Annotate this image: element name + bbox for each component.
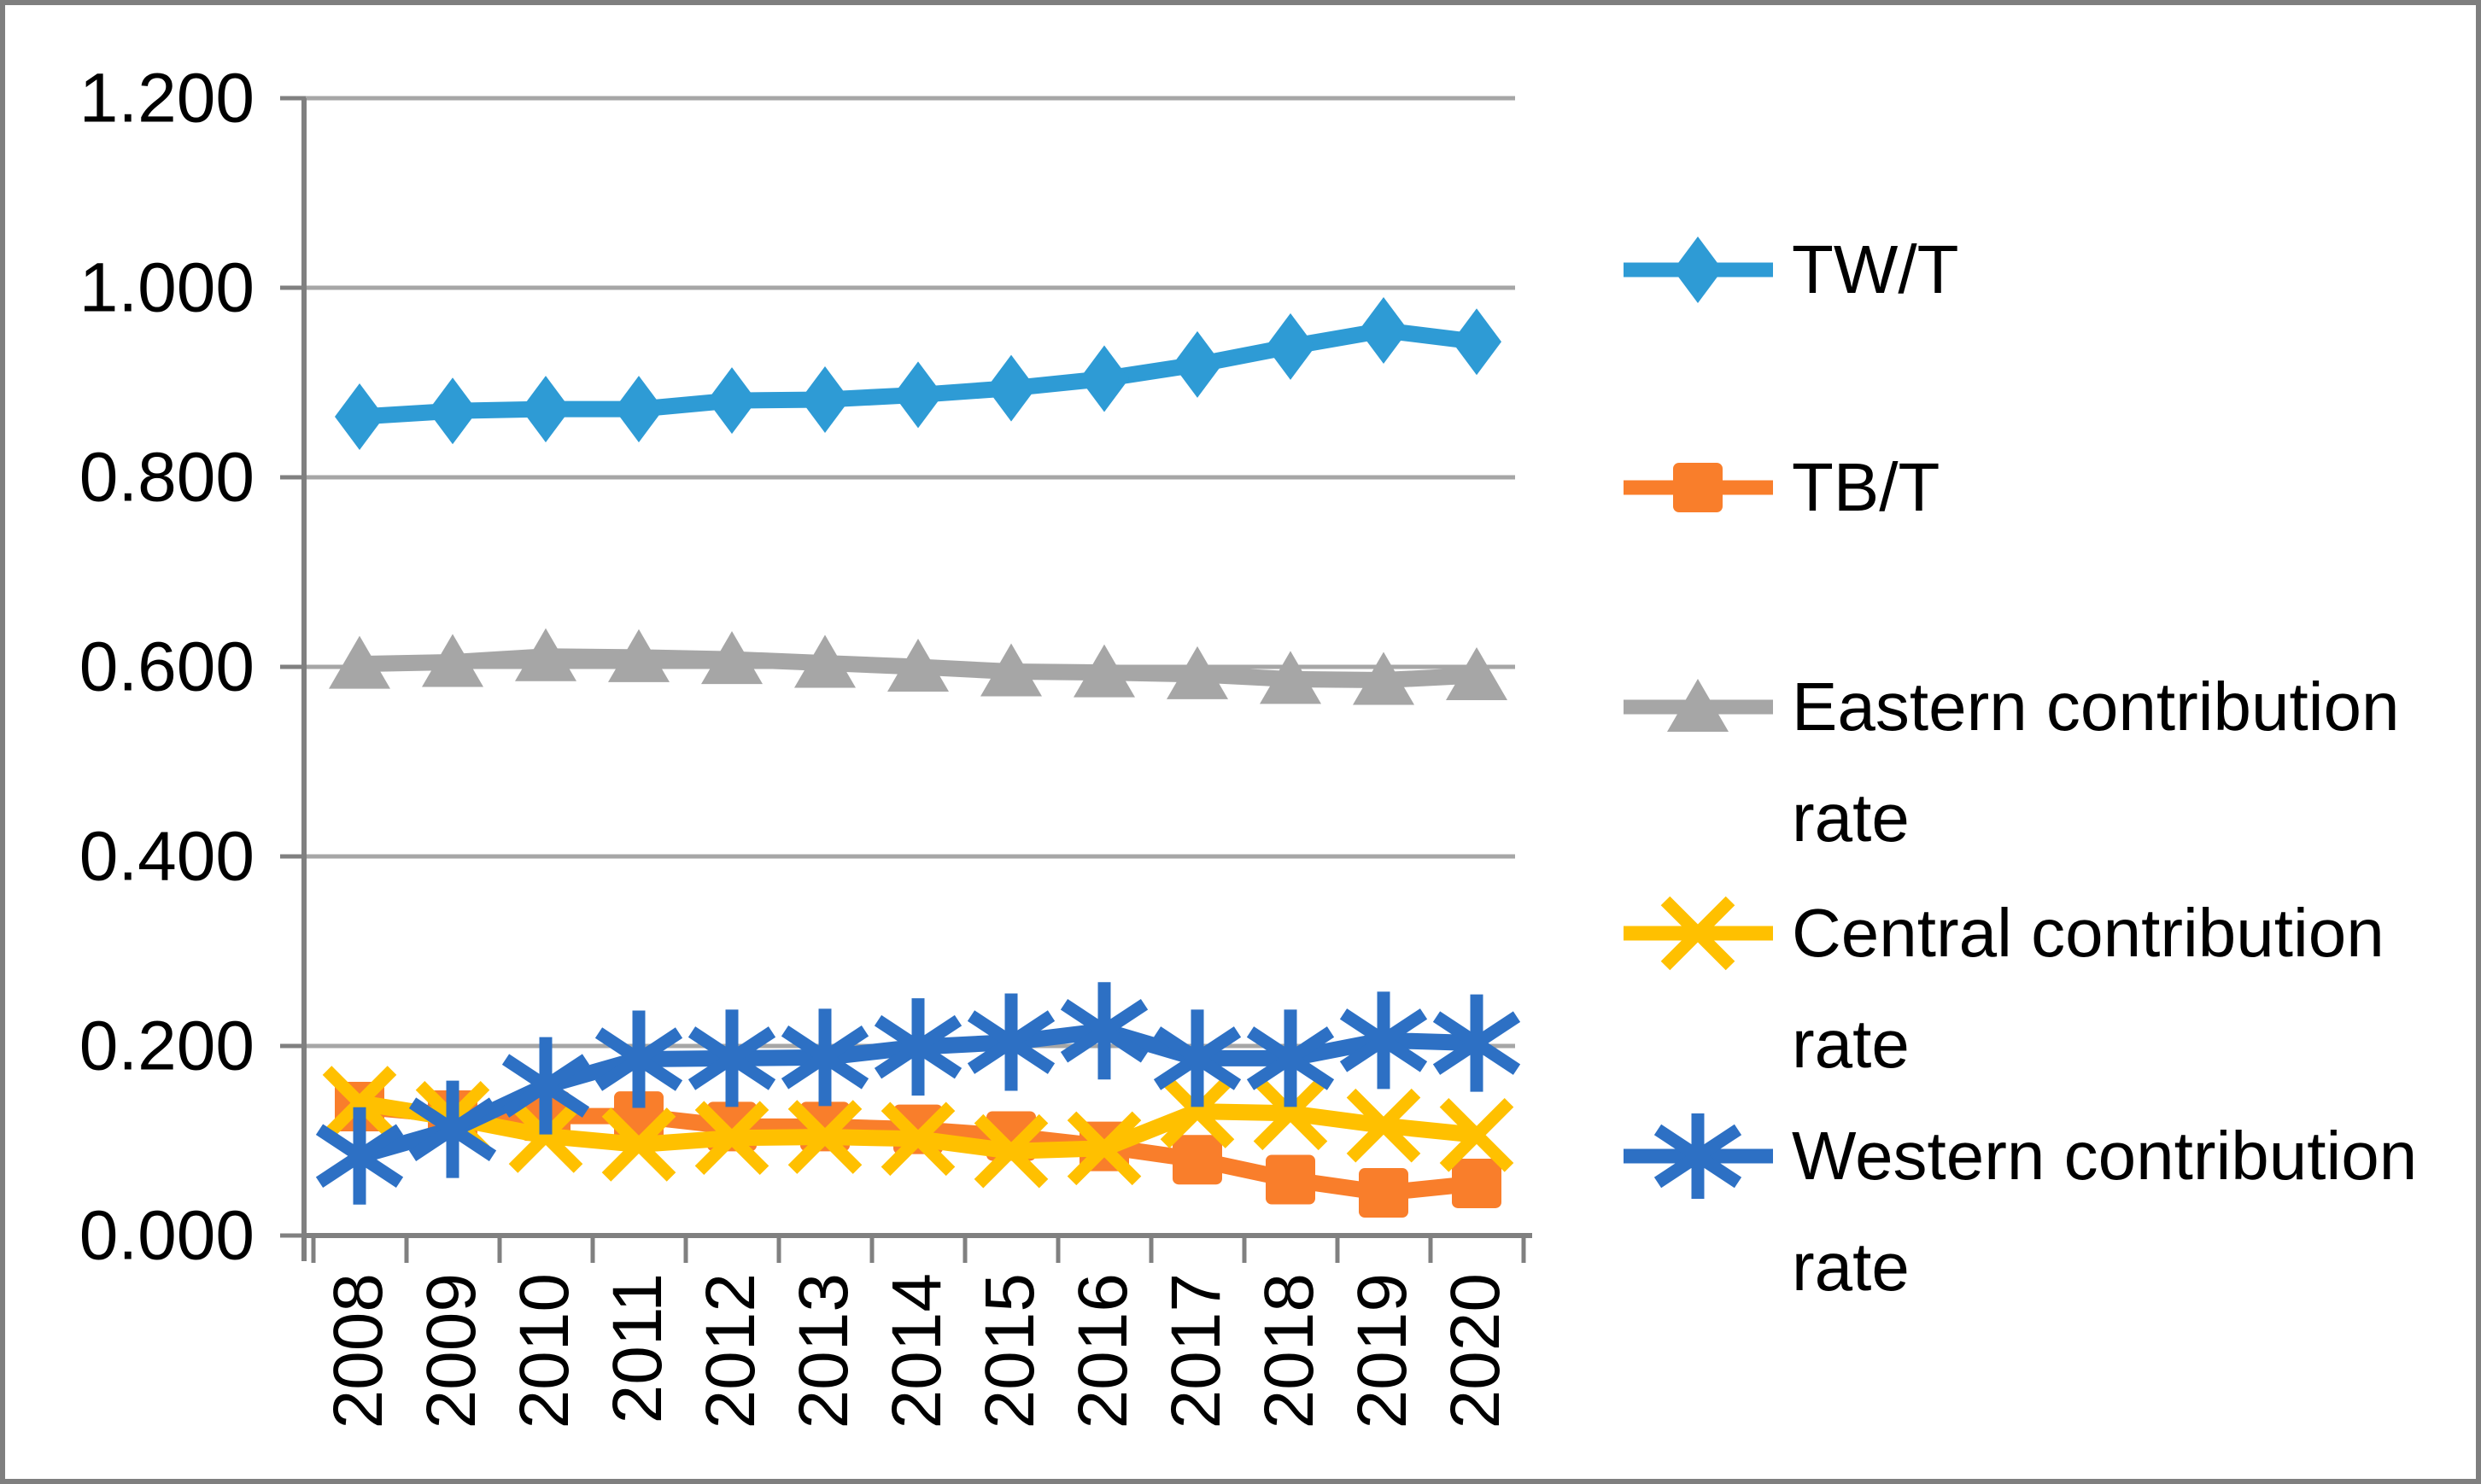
y-axis-label: 0.200 [79, 1008, 255, 1085]
marker-asterisk-icon [594, 1010, 683, 1108]
marker-x-icon [694, 1101, 769, 1175]
legend-marker-asterisk-icon [1653, 1113, 1742, 1199]
marker-triangle-icon [1260, 651, 1321, 704]
legend-label: TB/T [1792, 449, 1940, 525]
legend-marker-square-icon [1673, 463, 1723, 512]
marker-triangle-icon [608, 628, 670, 682]
legend-label: Western contribution rate [1792, 1118, 2418, 1305]
marker-triangle-icon [422, 634, 483, 687]
legend-item-western-contribution-rate: Western contribution rate [1624, 1101, 2476, 1323]
marker-x-icon [1346, 1088, 1421, 1163]
y-axis-label: 0.800 [79, 439, 255, 517]
marker-triangle-icon [329, 635, 390, 689]
marker-x-icon [1160, 1074, 1235, 1148]
marker-diamond-icon [986, 354, 1036, 422]
x-axis-label: 2017 [1157, 1273, 1235, 1428]
marker-triangle-icon [1074, 644, 1135, 698]
marker-asterisk-icon [1153, 1009, 1242, 1107]
marker-diamond-icon [1359, 296, 1408, 364]
y-axis-label: 0.600 [79, 628, 255, 706]
legend-swatch-x-icon [1624, 896, 1773, 971]
marker-x-icon [508, 1099, 583, 1173]
marker-triangle-icon [887, 639, 949, 692]
legend-swatch-triangle-icon [1624, 679, 1773, 732]
marker-triangle-icon [1446, 646, 1507, 700]
marker-asterisk-icon [1060, 982, 1149, 1080]
legend-swatch-diamond-icon [1624, 237, 1773, 303]
marker-asterisk-icon [408, 1080, 497, 1178]
marker-diamond-icon [335, 383, 384, 450]
marker-x-icon [1253, 1076, 1328, 1151]
marker-triangle-icon [1167, 646, 1228, 699]
legend-marker-triangle-icon [1667, 679, 1729, 732]
marker-diamond-icon [800, 365, 850, 433]
x-axis-label: 2014 [878, 1273, 956, 1428]
legend-swatch-square-icon [1624, 463, 1773, 512]
marker-asterisk-icon [688, 1009, 776, 1107]
marker-x-icon [881, 1101, 956, 1177]
legend-marker-x-icon [1660, 896, 1735, 971]
x-axis-label: 2018 [1250, 1273, 1328, 1428]
marker-square-icon [1173, 1135, 1222, 1185]
marker-diamond-icon [1080, 345, 1129, 412]
marker-triangle-icon [1353, 651, 1414, 705]
marker-asterisk-icon [315, 1107, 404, 1205]
marker-square-icon [1452, 1158, 1501, 1208]
legend-item-tb-t: TB/T [1624, 432, 2476, 543]
marker-diamond-icon [1452, 308, 1501, 376]
marker-x-icon [1439, 1098, 1514, 1172]
x-axis-label: 2020 [1437, 1273, 1514, 1428]
marker-x-icon [974, 1113, 1049, 1189]
marker-x-icon [322, 1066, 397, 1140]
marker-asterisk-icon [781, 1008, 869, 1107]
x-axis-label: 2013 [785, 1273, 863, 1428]
marker-triangle-icon [980, 643, 1042, 697]
legend-item-tw-t: TW/T [1624, 214, 2476, 325]
marker-x-icon [787, 1100, 863, 1174]
marker-asterisk-icon [1246, 1009, 1335, 1107]
x-axis-label: 2011 [599, 1273, 676, 1423]
marker-x-icon [601, 1107, 676, 1182]
marker-diamond-icon [428, 377, 477, 445]
x-axis-label: 2009 [413, 1273, 490, 1428]
marker-asterisk-icon [1432, 994, 1521, 1092]
marker-diamond-icon [1173, 330, 1222, 398]
y-axis-label: 1.000 [79, 249, 255, 327]
x-axis-label: 2015 [971, 1273, 1049, 1428]
x-axis-label: 2016 [1064, 1273, 1142, 1428]
x-axis-label: 2010 [506, 1273, 583, 1428]
marker-x-icon [1067, 1111, 1142, 1186]
legend-label: Eastern contribution rate [1792, 669, 2400, 856]
marker-triangle-icon [515, 628, 576, 681]
marker-asterisk-icon [967, 993, 1056, 1091]
marker-asterisk-icon [874, 998, 963, 1096]
x-axis-label: 2012 [692, 1273, 769, 1428]
x-axis-label: 2008 [319, 1273, 397, 1428]
marker-triangle-icon [794, 634, 856, 688]
legend-item-eastern-contribution-rate: Eastern contribution rate [1624, 651, 2476, 873]
marker-square-icon [1359, 1168, 1408, 1218]
marker-diamond-icon [614, 376, 664, 443]
legend-label: Central contribution rate [1792, 895, 2384, 1082]
marker-square-icon [1266, 1154, 1315, 1205]
legend-item-central-contribution-rate: Central contribution rate [1624, 878, 2476, 1100]
y-axis-label: 0.000 [79, 1197, 255, 1275]
marker-diamond-icon [893, 361, 943, 429]
marker-asterisk-icon [1339, 991, 1428, 1090]
marker-triangle-icon [701, 631, 763, 685]
y-axis-label: 1.200 [79, 60, 255, 137]
marker-asterisk-icon [501, 1037, 590, 1135]
legend-marker-diamond-icon [1673, 237, 1723, 303]
x-axis-label: 2019 [1343, 1273, 1421, 1428]
legend-label: TW/T [1792, 231, 1959, 307]
marker-diamond-icon [707, 367, 757, 435]
marker-diamond-icon [521, 376, 571, 443]
legend-swatch-asterisk-icon [1624, 1113, 1773, 1199]
y-axis-label: 0.400 [79, 818, 255, 896]
marker-diamond-icon [1266, 313, 1315, 380]
